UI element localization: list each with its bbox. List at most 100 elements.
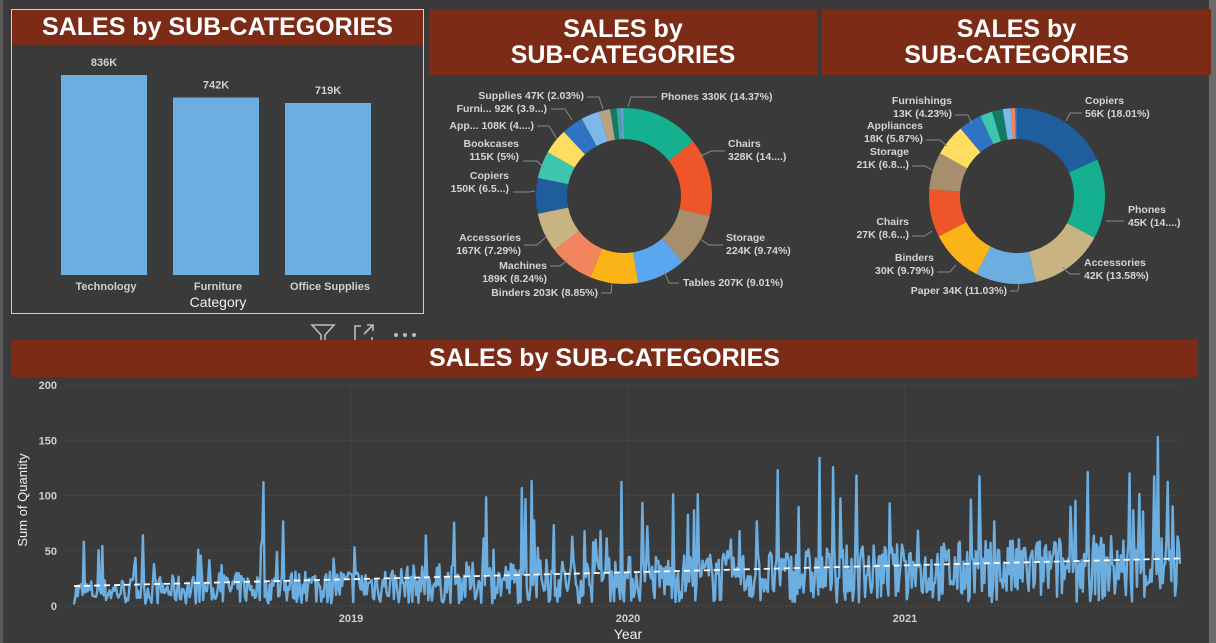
slice-label: 30K (9.79%)	[875, 265, 934, 277]
donut-slice[interactable]	[1017, 108, 1098, 173]
line-chart: 0 50 100 150 200 2019 2020 2021 Year Sum of Quant…	[15, 380, 1182, 642]
slice-label: Paper 34K (11.03%)	[911, 285, 1007, 297]
donut-slice[interactable]	[992, 109, 1008, 142]
donut-slice[interactable]	[940, 128, 981, 169]
donut-slice[interactable]	[554, 230, 603, 278]
donut-slice[interactable]	[668, 141, 712, 217]
donut-slice[interactable]	[536, 177, 569, 214]
donut2-title: SALES by SUB-CATEGORIES	[822, 9, 1211, 75]
slice-label: 45K (14....)	[1128, 217, 1181, 229]
leader-line	[912, 165, 933, 171]
leader-line	[698, 150, 725, 158]
slice-label: 150K (6.5...)	[451, 183, 509, 195]
line-chart-title: SALES by SUB-CATEGORIES	[11, 340, 1198, 377]
donut-slice[interactable]	[623, 108, 624, 140]
slice-label: Chairs	[876, 216, 909, 228]
slice-label: 115K (5%)	[469, 151, 519, 163]
x-axis-title: Category	[190, 294, 247, 310]
leader-line	[912, 230, 933, 237]
x-tick-label: 2020	[616, 613, 640, 625]
slice-label: 224K (9.74%)	[726, 245, 791, 257]
bar-data-label: 719K	[315, 85, 341, 97]
leader-line	[955, 114, 973, 125]
bar-data-label: 742K	[203, 79, 229, 91]
leader-line	[937, 264, 957, 273]
donut-chart-panel-1[interactable]: SALES by SUB-CATEGORIES Phones 330K (14.…	[429, 9, 817, 314]
y-tick-label: 50	[45, 546, 57, 558]
slice-label: Appliances	[867, 120, 923, 132]
donut-slice[interactable]	[1010, 108, 1016, 140]
x-tick-label: Office Supplies	[290, 281, 370, 293]
slice-label: Furnishings	[892, 95, 952, 107]
leader-line	[551, 108, 573, 121]
donut-slice[interactable]	[581, 111, 608, 146]
slice-label: Accessories	[1084, 257, 1146, 269]
slice-label: 27K (8.6...)	[856, 229, 909, 241]
slice-label: Copiers	[1085, 95, 1124, 107]
donut-slice[interactable]	[1067, 159, 1105, 238]
leader-line	[663, 270, 679, 284]
donut-slice[interactable]	[980, 111, 1001, 145]
slice-label: Chairs	[728, 138, 761, 150]
donut-chart-panel-2[interactable]: SALES by SUB-CATEGORIES Copiers 56K (18.0…	[822, 9, 1211, 314]
bar-chart: 836K Technology 742K Furniture 719K Office Su…	[61, 57, 371, 310]
donut-slice[interactable]	[563, 118, 597, 155]
slice-label: Accessories	[459, 232, 521, 244]
slice-label: 42K (13.58%)	[1084, 270, 1149, 282]
more-options-icon[interactable]	[392, 323, 418, 350]
slice-label: Bookcases	[464, 138, 520, 150]
donut-slice[interactable]	[537, 207, 579, 250]
donut1-title-line1: SALES by	[563, 14, 683, 43]
slice-label: 328K (14....)	[728, 151, 786, 163]
leader-line	[537, 125, 558, 140]
donut-slice[interactable]	[620, 108, 624, 140]
donut-slice[interactable]	[616, 108, 622, 140]
donut-slice[interactable]	[633, 238, 683, 283]
bar[interactable]	[61, 75, 147, 275]
donut-slice[interactable]	[1015, 108, 1017, 140]
slice-label: Phones	[1128, 204, 1166, 216]
leader-line	[587, 96, 604, 110]
bar-chart-title: SALES by SUB-CATEGORIES	[12, 10, 423, 45]
donut-slice[interactable]	[610, 108, 620, 140]
donut-slice[interactable]	[537, 152, 575, 185]
donut-slice[interactable]	[547, 131, 586, 168]
donut-slice[interactable]	[929, 153, 968, 192]
leader-line	[523, 160, 545, 169]
donut2-title-line2: SUB-CATEGORIES	[904, 41, 1129, 69]
donut-slice[interactable]	[1029, 223, 1095, 282]
donut2-title-line1: SALES by	[956, 14, 1077, 43]
donut-slice[interactable]	[661, 208, 710, 262]
donut-slice[interactable]	[960, 116, 994, 153]
vertical-scrollbar[interactable]	[1209, 0, 1216, 643]
x-tick-label: Furniture	[194, 281, 242, 293]
y-tick-label: 150	[39, 435, 57, 447]
donut-slice[interactable]	[976, 246, 1036, 284]
donut-slice[interactable]	[938, 222, 991, 275]
leader-line	[696, 236, 723, 246]
slice-label: Storage	[726, 232, 765, 244]
trend-line	[73, 557, 1181, 588]
line-chart-panel[interactable]: SALES by SUB-CATEGORIES 0 50 100 150 200 2019…	[0, 340, 1209, 643]
donut1-title: SALES by SUB-CATEGORIES	[429, 9, 817, 75]
bar[interactable]	[285, 102, 371, 275]
bar[interactable]	[173, 97, 259, 275]
donut-slice[interactable]	[929, 189, 967, 237]
donut-slice[interactable]	[624, 108, 694, 161]
donut-slice[interactable]	[1002, 108, 1013, 140]
donut-slice[interactable]	[590, 248, 639, 284]
quantity-line-series[interactable]	[72, 435, 1182, 605]
slice-label: 56K (18.01%)	[1085, 108, 1150, 120]
donut-slice[interactable]	[599, 109, 615, 142]
leader-line	[550, 258, 570, 267]
slice-label: Storage	[870, 146, 909, 158]
left-frame-edge	[0, 0, 3, 643]
y-tick-label: 0	[51, 601, 57, 613]
donut1-title-line2: SUB-CATEGORIES	[510, 41, 736, 69]
leader-line	[1010, 283, 1020, 292]
bar-chart-panel[interactable]: SALES by SUB-CATEGORIES 836K Technology 74…	[11, 9, 424, 314]
slice-label: Tables 207K (9.01%)	[683, 277, 783, 289]
slice-label: 189K (8.24%)	[482, 273, 547, 285]
slice-label: 167K (7.29%)	[456, 245, 521, 257]
